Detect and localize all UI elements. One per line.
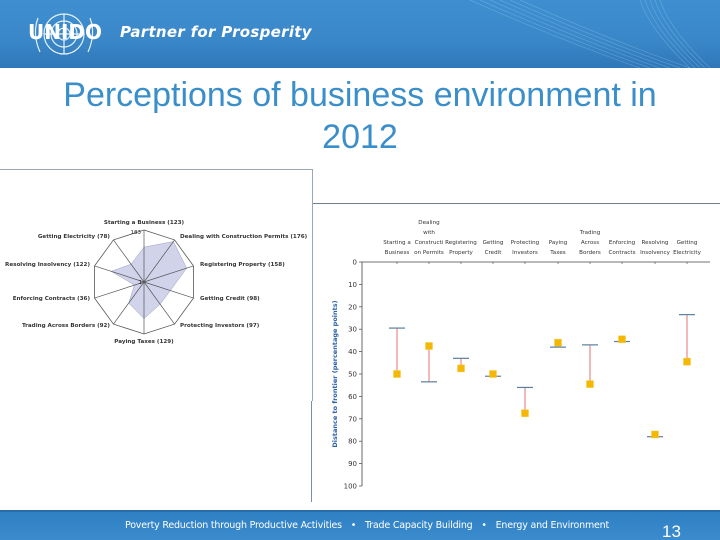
radar-axis-label: Getting Electricity (78) — [38, 234, 111, 240]
square-marker — [683, 357, 691, 366]
un-emblem-icon — [34, 13, 94, 55]
radar-spoke — [143, 265, 194, 283]
x-category-label: with — [423, 230, 435, 236]
square-marker — [651, 430, 659, 439]
header-banner: UNIDO Partner for Prosperity — [0, 0, 720, 68]
y-tick-label: 40 — [348, 348, 357, 356]
square-marker — [554, 338, 562, 347]
logo-text: UNIDO — [28, 20, 103, 44]
radar-axis-label: Resolving Insolvency (122) — [5, 262, 90, 268]
x-category-label: Starting a — [383, 240, 411, 246]
title-line-2: 2012 — [322, 118, 398, 156]
footer-banner: Poverty Reduction through Productive Act… — [0, 510, 720, 540]
x-category-label: Resolving — [642, 240, 669, 246]
footer-separator: • — [350, 520, 357, 531]
radar-chart-frame — [0, 169, 313, 401]
y-tick-label: 30 — [348, 326, 357, 334]
x-category-label: Investors — [512, 250, 538, 256]
radar-axis-label: Enforcing Contracts (36) — [13, 296, 91, 302]
radar-scale-min: 1 — [139, 280, 143, 286]
radar-axis-label: Protecting Investors (97) — [180, 323, 260, 329]
square-marker — [489, 370, 497, 378]
square-marker — [586, 380, 594, 388]
x-category-label: Contracts — [609, 250, 636, 256]
wave-decoration — [469, 0, 711, 68]
y-tick-label: 10 — [348, 281, 357, 289]
x-category-label: Insolvency — [640, 250, 670, 256]
square-marker — [457, 364, 465, 373]
x-category-label: on Permits — [414, 250, 444, 256]
title-line-1: Perceptions of business environment in — [63, 76, 657, 114]
x-category-label: Registering — [445, 240, 477, 246]
x-category-label: Getting — [677, 240, 698, 246]
radar-axis-label: Paying Taxes (129) — [114, 339, 174, 345]
x-category-label: Borders — [579, 250, 601, 256]
square-marker — [618, 335, 626, 344]
radar-chart: 183 1 Starting a Business (123) Dealing wit… — [5, 220, 308, 345]
radar-scale-max: 183 — [131, 230, 142, 236]
x-category-label: Property — [449, 250, 473, 256]
radar-axis-label: Starting a Business (123) — [104, 220, 185, 226]
square-marker — [425, 342, 433, 350]
square-marker — [393, 370, 401, 378]
x-category-label: Enforcing — [609, 240, 636, 246]
radar-axis-label: Getting Credit (98) — [200, 296, 260, 302]
tagline: Partner for Prosperity — [120, 23, 312, 41]
radar-spoke — [143, 239, 175, 283]
x-category-label: Taxes — [549, 250, 565, 256]
x-category-label: Business — [385, 250, 410, 256]
x-category-label: Across — [581, 240, 599, 246]
y-axis-label: Distance to frontier (percentage points) — [331, 300, 339, 447]
y-tick-label: 90 — [348, 460, 357, 468]
y-tick-label: 50 — [348, 371, 357, 379]
distance-to-frontier-chart: 0 10 20 30 40 50 60 70 80 90 100 Distance to fronti… — [331, 220, 710, 491]
footer-item-1: Poverty Reduction through Productive Act… — [125, 520, 342, 531]
y-tick-label: 100 — [344, 483, 357, 491]
radar-spoke — [143, 281, 175, 325]
frame-divider — [311, 401, 312, 502]
page-number: 13 — [662, 522, 681, 540]
y-tick-label: 60 — [348, 393, 357, 401]
radar-spoke — [113, 239, 145, 283]
y-tick-label: 80 — [348, 438, 357, 446]
radar-spoke — [94, 265, 145, 283]
x-category-label: Constructi — [415, 240, 444, 246]
footer-item-3: Energy and Environment — [495, 520, 610, 531]
radar-axis-label: Registering Property (158) — [200, 262, 285, 268]
square-marker — [521, 409, 529, 417]
footer-tagline: Poverty Reduction through Productive Act… — [125, 520, 609, 531]
footer-separator: • — [481, 520, 487, 531]
y-tick-label: 0 — [353, 259, 357, 267]
y-tick-label: 20 — [348, 303, 357, 311]
slide-title: Perceptions of business environment in 2… — [0, 74, 720, 158]
x-category-label: Paying — [549, 240, 568, 246]
radar-spoke — [113, 281, 145, 325]
x-category-label: Trading — [579, 230, 601, 236]
x-category-label: Electricity — [673, 250, 701, 256]
scatter-chart-frame-top — [313, 203, 720, 204]
footer-item-2: Trade Capacity Building — [365, 520, 473, 531]
x-category-label: Getting — [483, 240, 504, 246]
radar-spoke — [143, 281, 194, 299]
radar-spoke — [94, 281, 145, 299]
x-category-label: Protecting — [511, 240, 540, 246]
x-category-label: Dealing — [418, 220, 440, 226]
radar-axis-label: Dealing with Construction Permits (176) — [180, 234, 308, 240]
x-category-label: Credit — [485, 250, 503, 256]
y-tick-label: 70 — [348, 415, 357, 423]
radar-axis-label: Trading Across Borders (92) — [22, 323, 110, 329]
